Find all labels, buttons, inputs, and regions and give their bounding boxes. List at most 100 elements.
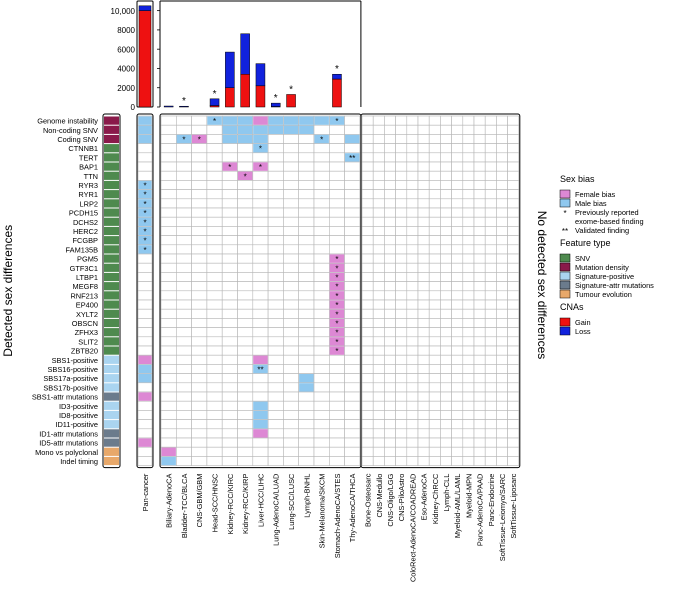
- grid-cell: [313, 207, 330, 218]
- grid-cell: [191, 161, 208, 172]
- grid-cell: [372, 253, 385, 264]
- row-label: DCHS2: [73, 218, 98, 227]
- grid-cell: [507, 272, 520, 282]
- grid-cell: [328, 419, 345, 430]
- feature-type-cell: [104, 125, 119, 134]
- feature-type-cell: [104, 245, 119, 254]
- grid-cell: [451, 364, 464, 374]
- grid-cell: [206, 290, 223, 301]
- grid-cell: [484, 410, 497, 420]
- grid-cell: [267, 207, 284, 218]
- grid-cell: [384, 318, 396, 328]
- grid-cell: [462, 327, 475, 338]
- grid-cell: [206, 152, 223, 163]
- grid-cell: [160, 115, 177, 126]
- grid-cell: [206, 410, 223, 420]
- grid-cell: [406, 244, 419, 255]
- grid-cell: [221, 391, 238, 402]
- feature-type-cell: [104, 208, 119, 217]
- grid-cell: [496, 207, 508, 218]
- grid-cell: [176, 226, 192, 236]
- grid-cell: [176, 170, 192, 181]
- grid-cell: [267, 216, 284, 227]
- grid-cell: [372, 262, 385, 273]
- grid-cell: [372, 437, 385, 448]
- grid-cell: [176, 391, 192, 402]
- grid-cell: [372, 124, 385, 135]
- grid-cell: [496, 272, 508, 282]
- grid-cell: [313, 410, 330, 420]
- grid-cell: [252, 244, 269, 255]
- grid-cell: [384, 281, 396, 292]
- grid-cell: [344, 262, 361, 273]
- legend-title: Feature type: [560, 238, 611, 248]
- grid-cell: [372, 189, 385, 200]
- grid-cell: [440, 226, 452, 236]
- grid-cell: [283, 308, 299, 319]
- grid-cell: [328, 152, 345, 163]
- grid-cell: [440, 299, 452, 310]
- grid-cell: [440, 235, 452, 246]
- legend-label: Validated finding: [575, 226, 629, 235]
- sex-bias-cell-male: [222, 125, 238, 134]
- grid-cell: [372, 428, 385, 439]
- mark-label: *: [335, 310, 338, 319]
- grid-cell: [328, 235, 345, 246]
- feature-type-cell: [104, 291, 119, 300]
- grid-cell: [451, 410, 464, 420]
- column-label: Stomach-AdenoCA/STES: [333, 474, 342, 559]
- grid-cell: [298, 180, 315, 190]
- grid-cell: [440, 281, 452, 292]
- legend-label: Signature-positive: [575, 272, 634, 281]
- grid-cell: [406, 345, 419, 356]
- grid-cell: [191, 336, 208, 347]
- grid-cell: [384, 115, 396, 126]
- grid-cell: [313, 198, 330, 209]
- grid-cell: [191, 446, 208, 457]
- grid-cell: [313, 446, 330, 457]
- grid-cell: [313, 235, 330, 246]
- grid-cell: [406, 134, 419, 144]
- grid-cell: [395, 290, 408, 301]
- grid-cell: [484, 152, 497, 163]
- grid-cell: [507, 216, 520, 227]
- grid-cell: [384, 272, 396, 282]
- mark-label: *: [335, 347, 338, 356]
- grid-cell: [395, 437, 408, 448]
- grid-cell: [507, 143, 520, 154]
- feature-type-cell: [104, 199, 119, 208]
- legend-swatch: [559, 271, 571, 281]
- grid-cell: [267, 336, 284, 347]
- grid-cell: [496, 189, 508, 200]
- grid-cell: [344, 170, 361, 181]
- grid-cell: [507, 410, 520, 420]
- grid-cell: [406, 262, 419, 273]
- mark-label: *: [143, 200, 146, 209]
- grid-cell: [507, 189, 520, 200]
- grid-cell: [328, 207, 345, 218]
- grid-cell: [417, 428, 430, 439]
- grid-cell: [417, 143, 430, 154]
- grid-cell: [344, 281, 361, 292]
- cna-star-label: *: [335, 64, 339, 75]
- grid-cell: [440, 161, 452, 172]
- legend-symbol: **: [562, 227, 568, 236]
- grid-cell: [428, 382, 441, 393]
- grid-cell: [206, 446, 223, 457]
- grid-cell: [496, 281, 508, 292]
- feature-type-cell: [104, 410, 119, 420]
- grid-cell: [384, 180, 396, 190]
- grid-cell: [496, 124, 508, 135]
- grid-cell: [252, 281, 269, 292]
- grid-cell: [484, 180, 497, 190]
- column-label: CNS-PiloAstro: [397, 474, 406, 522]
- ytick-label: 2000: [117, 84, 135, 93]
- grid-cell: [451, 207, 464, 218]
- grid-cell: [176, 152, 192, 163]
- grid-cell: [451, 419, 464, 430]
- grid-cell: [283, 299, 299, 310]
- grid-cell: [395, 226, 408, 236]
- grid-cell: [283, 290, 299, 301]
- mark-label: *: [335, 255, 338, 264]
- sex-bias-cell-female: [192, 134, 207, 144]
